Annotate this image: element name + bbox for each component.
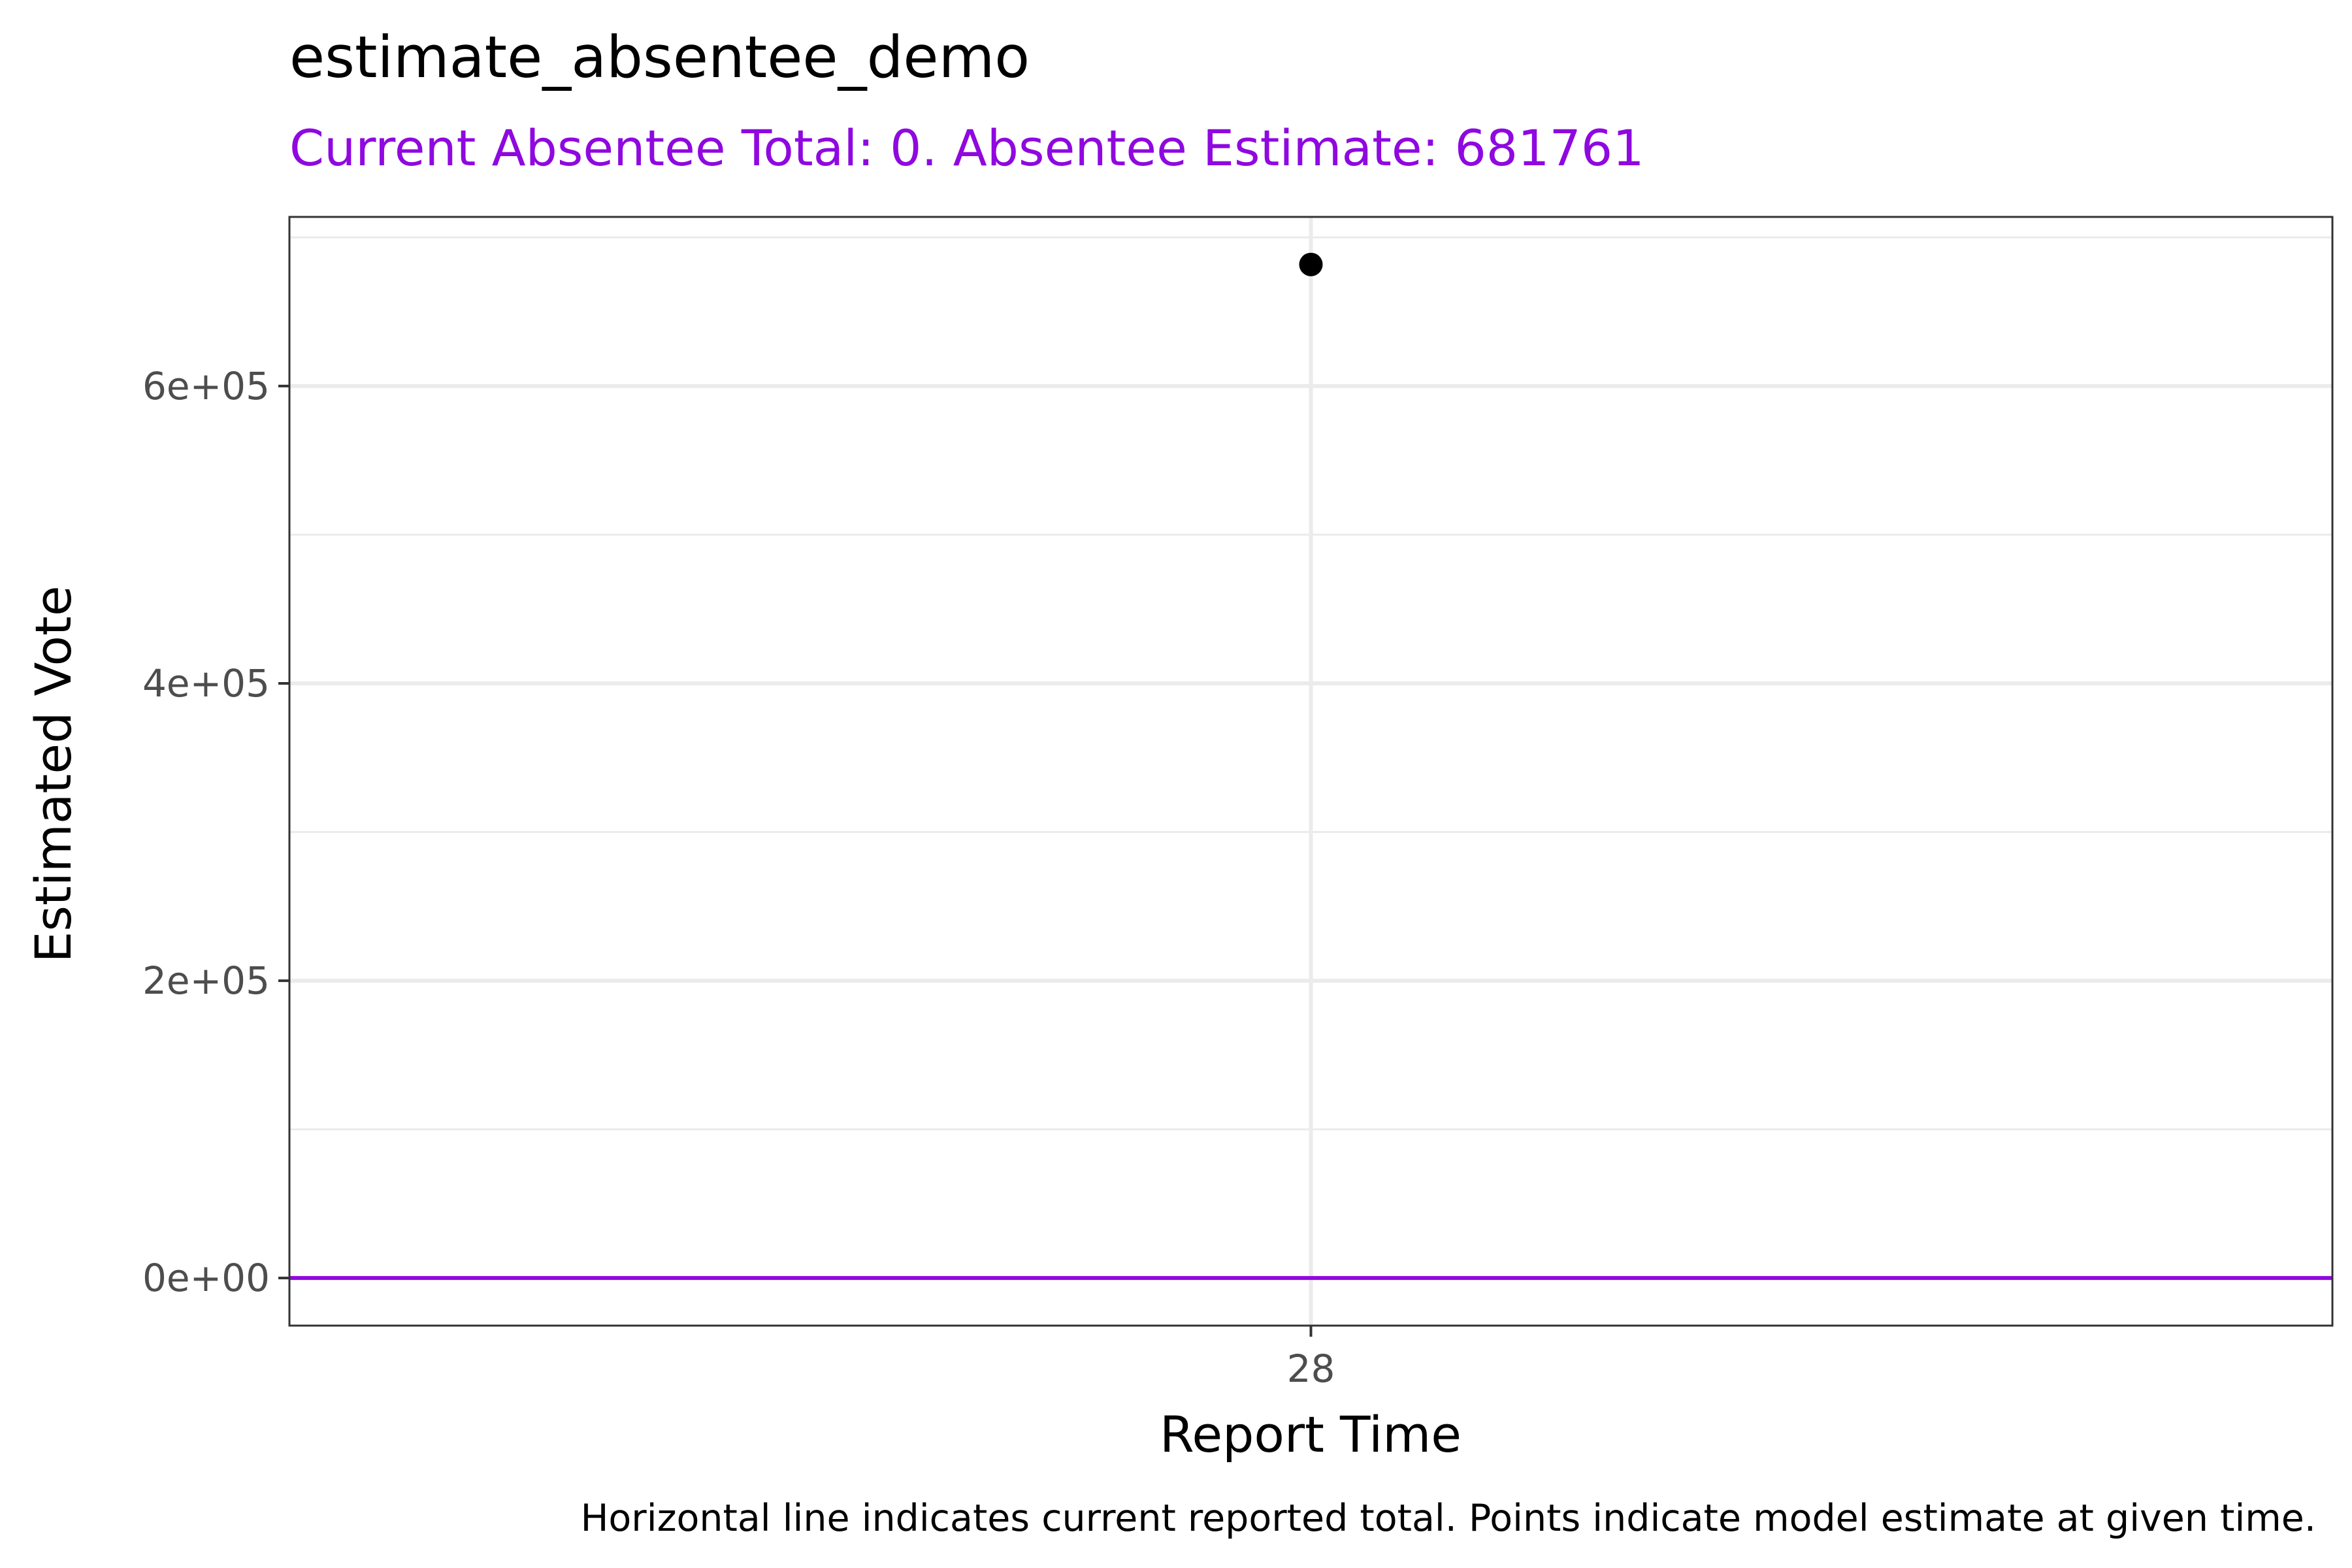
major-gridlines: [289, 217, 2332, 1326]
y-tick-label: 0e+00: [142, 1256, 270, 1300]
y-tick-label: 4e+05: [142, 661, 270, 706]
x-axis-label: Report Time: [1160, 1405, 1462, 1463]
chart-caption: Horizontal line indicates current report…: [581, 1497, 2316, 1540]
points-layer: [1299, 252, 1323, 276]
y-tick-label: 2e+05: [142, 958, 270, 1003]
chart-title: estimate_absentee_demo: [289, 24, 1030, 91]
estimate-point: [1299, 252, 1323, 276]
x-axis-ticks: 28: [1287, 1326, 1335, 1391]
y-axis-ticks: 0e+00 2e+05 4e+05 6e+05: [142, 364, 289, 1300]
chart-subtitle: Current Absentee Total: 0. Absentee Esti…: [289, 119, 1644, 177]
x-tick-label: 28: [1287, 1347, 1335, 1391]
y-axis-label: Estimated Vote: [24, 585, 82, 962]
y-tick-label: 6e+05: [142, 364, 270, 408]
